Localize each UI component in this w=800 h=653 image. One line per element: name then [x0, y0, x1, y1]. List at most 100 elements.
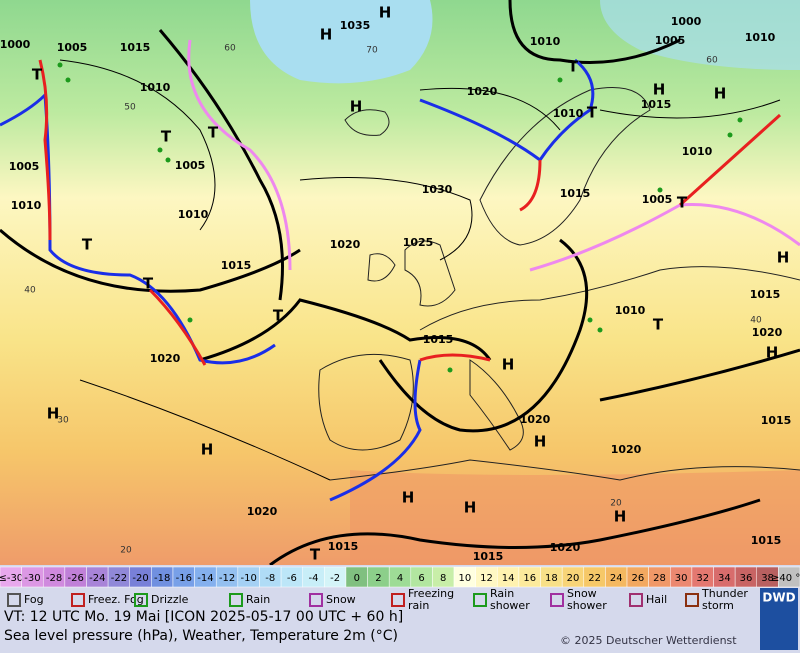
scale-label: 38 [761, 573, 774, 584]
continent-coast [419, 266, 800, 331]
warm-front [519, 159, 542, 212]
legend-icon [71, 593, 85, 607]
scale-label: 6 [418, 573, 424, 584]
pressure-center: T [32, 66, 43, 84]
pressure-label: 1015 [120, 41, 151, 54]
isobar [508, 0, 681, 64]
pressure-label: 1015 [328, 540, 359, 553]
scale-label: 22 [588, 573, 601, 584]
rain-dot [157, 147, 163, 153]
scale-label: -8 [265, 573, 275, 584]
scale-label: -4 [309, 573, 319, 584]
isotherm-label: 40 [750, 316, 762, 326]
italy [469, 359, 524, 451]
pressure-center: H [714, 85, 727, 103]
isobar [599, 99, 781, 119]
pressure-label: 1020 [550, 541, 581, 554]
warm-front [148, 288, 207, 366]
coastlines [318, 87, 800, 481]
scale-label: 26 [631, 573, 644, 584]
pressure-label: 1015 [423, 333, 454, 346]
pressure-label: 1010 [745, 31, 776, 44]
scale-label: -22 [111, 573, 127, 584]
isobars-minor [59, 59, 781, 481]
legend-icon [391, 593, 405, 607]
cold-front [419, 58, 595, 163]
pressure-label: 1005 [57, 41, 88, 54]
copyright: © 2025 Deutscher Wetterdienst [560, 634, 737, 647]
pressure-center: H [766, 344, 779, 362]
pressure-label: 1020 [752, 326, 783, 339]
isotherm-label: 50 [124, 103, 136, 113]
isobar [199, 298, 492, 362]
pressure-label: 1000 [671, 15, 702, 28]
pressure-label: 1020 [247, 505, 278, 518]
pressure-label: 1020 [330, 238, 361, 251]
rain-dot [727, 132, 733, 138]
legend-label: Freez. Fog [88, 593, 144, 606]
scale-label: 2 [375, 573, 381, 584]
iberia [318, 353, 414, 451]
rain-dot [187, 317, 193, 323]
scale-label: -16 [176, 573, 192, 584]
isotherm-label: 70 [366, 46, 378, 56]
scale-label: -28 [46, 573, 62, 584]
pressure-label: 1015 [751, 534, 782, 547]
pressure-center: T [273, 307, 284, 325]
legend-label-line: Snow [567, 587, 597, 600]
pressure-label: 1020 [520, 413, 551, 426]
warm-front [678, 113, 782, 207]
isobar [158, 29, 284, 301]
scale-label: 8 [440, 573, 446, 584]
legend-icon [550, 593, 564, 607]
cold-area [250, 0, 433, 84]
pressure-center: T [310, 546, 321, 564]
rain-dot [165, 157, 171, 163]
legend-label: Snow [326, 593, 356, 606]
pressure-label: 1010 [553, 107, 584, 120]
pressure-label: 1015 [750, 288, 781, 301]
legend-icon [629, 593, 643, 607]
britain [404, 240, 456, 307]
scale-label: -30 [24, 573, 40, 584]
legend-label: Snow shower [567, 587, 607, 612]
legend-label: Freezing rain [408, 587, 454, 612]
legend-icon [685, 593, 699, 607]
legend-label-line: storm [702, 599, 734, 612]
pressure-center: T [161, 128, 172, 146]
legend-label-line: shower [490, 599, 530, 612]
dwd-logo-text: DWD [762, 591, 795, 605]
pressure-label: 1005 [9, 160, 40, 173]
scale-label: -6 [287, 573, 297, 584]
pressure-center: H [47, 405, 60, 423]
isotherm-label: 30 [57, 416, 69, 426]
legend-label-line: Freezing [408, 587, 454, 600]
isotherm-label: 60 [706, 56, 718, 66]
pressure-label: 1010 [615, 304, 646, 317]
precip-symbols [57, 62, 743, 373]
pressure-center: H [653, 81, 666, 99]
scale-label: 10 [458, 573, 471, 584]
scale-label: 34 [718, 573, 731, 584]
pressure-center: H [402, 489, 415, 507]
pressure-label: 1005 [175, 159, 206, 172]
pressure-label: 1010 [178, 208, 209, 221]
pressure-label: 1025 [403, 236, 434, 249]
legend-label: Rain [246, 593, 270, 606]
rain-dot [65, 77, 71, 83]
isobar [0, 228, 301, 293]
legend-icon [7, 593, 21, 607]
scale-label: 30 [675, 573, 688, 584]
isotherm-label: 20 [120, 546, 132, 556]
pressure-label: 1015 [761, 414, 792, 427]
pressure-center: T [568, 58, 579, 76]
scale-label: ≤-30 [0, 573, 23, 584]
rain-dot [57, 62, 63, 68]
rain-dot [447, 367, 453, 373]
pressure-center: T [587, 104, 598, 122]
pressure-label: 1015 [641, 98, 672, 111]
pressure-label: 1010 [682, 145, 713, 158]
pressure-label: 1030 [422, 183, 453, 196]
